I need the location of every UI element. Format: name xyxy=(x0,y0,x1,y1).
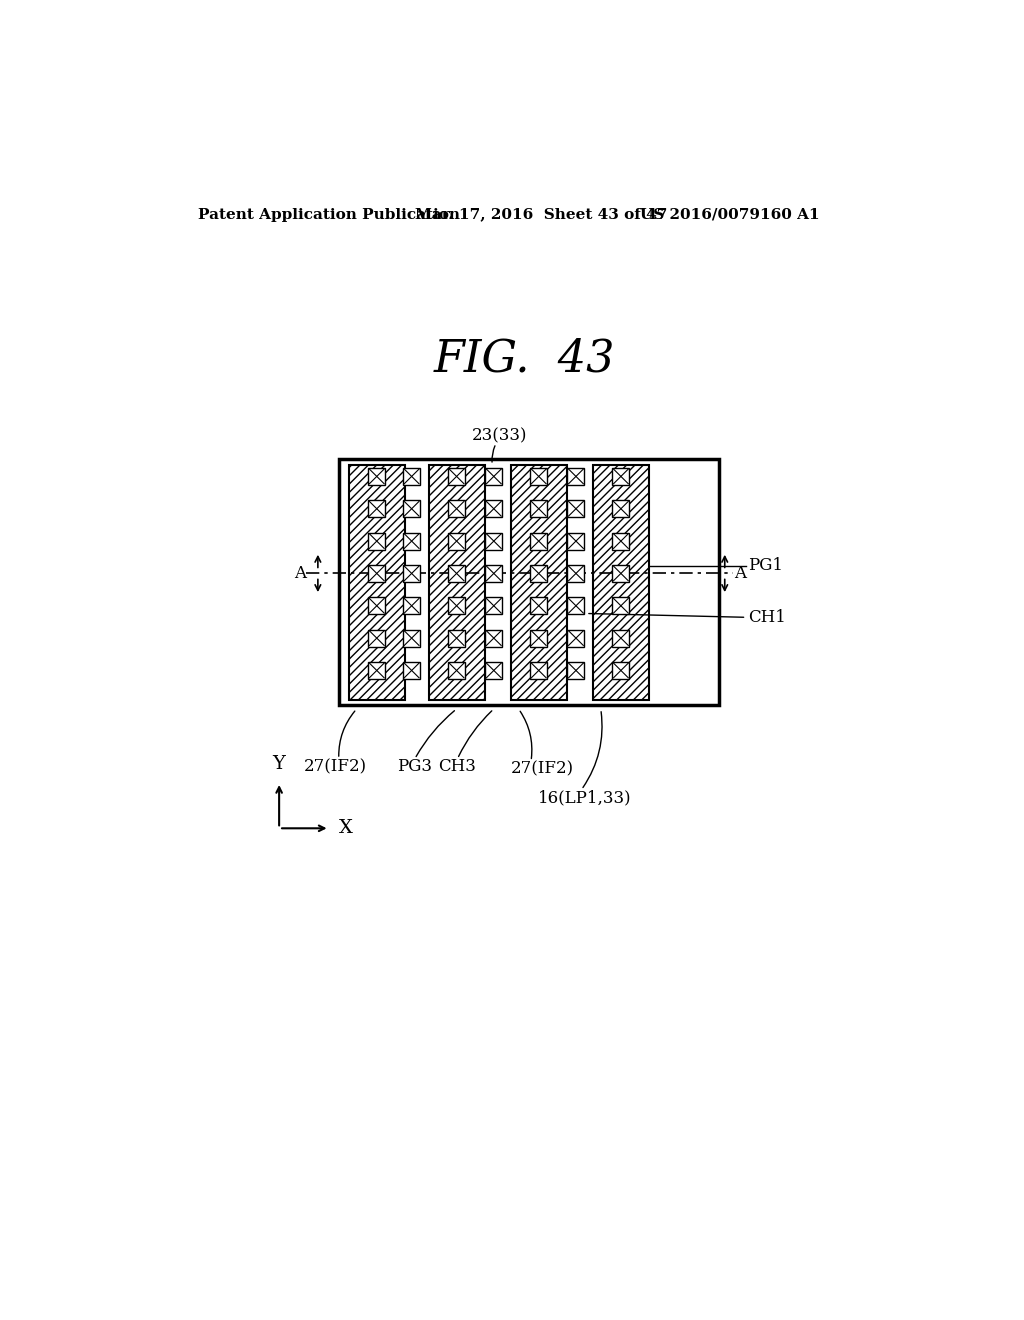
Bar xyxy=(530,663,547,678)
Bar xyxy=(511,465,566,700)
Bar xyxy=(612,630,630,647)
Bar xyxy=(369,663,385,678)
Bar xyxy=(530,565,547,582)
Bar xyxy=(449,469,465,484)
Bar xyxy=(403,500,420,517)
Bar xyxy=(485,469,503,484)
Bar xyxy=(429,465,484,700)
Text: A: A xyxy=(294,565,306,582)
Bar xyxy=(567,597,585,614)
Bar xyxy=(369,533,385,549)
Text: CH1: CH1 xyxy=(748,609,785,626)
Bar xyxy=(567,663,585,678)
Text: Patent Application Publication: Patent Application Publication xyxy=(198,207,460,222)
Bar xyxy=(403,469,420,484)
Bar xyxy=(593,465,649,700)
Bar xyxy=(349,465,404,700)
Bar xyxy=(369,500,385,517)
Bar xyxy=(403,597,420,614)
Bar xyxy=(403,565,420,582)
Bar xyxy=(567,469,585,484)
Text: PG1: PG1 xyxy=(748,557,783,574)
Bar xyxy=(449,597,465,614)
Text: PG3: PG3 xyxy=(397,758,432,775)
Bar xyxy=(449,565,465,582)
Bar xyxy=(369,597,385,614)
Bar xyxy=(369,469,385,484)
Bar xyxy=(530,469,547,484)
Bar xyxy=(567,565,585,582)
Bar xyxy=(485,630,503,647)
Bar xyxy=(403,630,420,647)
Text: 27(IF2): 27(IF2) xyxy=(304,758,368,775)
Bar xyxy=(449,663,465,678)
Bar xyxy=(612,469,630,484)
Bar xyxy=(485,500,503,517)
Text: 23(33): 23(33) xyxy=(472,428,527,444)
Text: FIG.  43: FIG. 43 xyxy=(434,337,615,380)
Bar xyxy=(612,565,630,582)
Bar xyxy=(369,630,385,647)
Bar xyxy=(449,500,465,517)
Bar xyxy=(567,630,585,647)
Text: Y: Y xyxy=(272,755,286,774)
Bar xyxy=(612,533,630,549)
Text: 16(LP1,33): 16(LP1,33) xyxy=(539,789,632,807)
Text: US 2016/0079160 A1: US 2016/0079160 A1 xyxy=(640,207,819,222)
Bar xyxy=(530,597,547,614)
Bar xyxy=(612,663,630,678)
Bar xyxy=(369,565,385,582)
Bar xyxy=(485,597,503,614)
Bar xyxy=(485,533,503,549)
Bar xyxy=(567,533,585,549)
Bar xyxy=(449,533,465,549)
Bar xyxy=(530,533,547,549)
Bar xyxy=(612,500,630,517)
Bar xyxy=(403,533,420,549)
Bar xyxy=(530,630,547,647)
Bar xyxy=(530,500,547,517)
Bar xyxy=(449,630,465,647)
Bar xyxy=(567,500,585,517)
Bar xyxy=(403,663,420,678)
Text: Mar. 17, 2016  Sheet 43 of 47: Mar. 17, 2016 Sheet 43 of 47 xyxy=(415,207,667,222)
Bar xyxy=(612,597,630,614)
Bar xyxy=(485,663,503,678)
Text: X: X xyxy=(339,820,352,837)
Text: A: A xyxy=(734,565,746,582)
Bar xyxy=(339,459,719,705)
Text: 27(IF2): 27(IF2) xyxy=(511,760,574,777)
Text: CH3: CH3 xyxy=(438,758,476,775)
Bar xyxy=(485,565,503,582)
